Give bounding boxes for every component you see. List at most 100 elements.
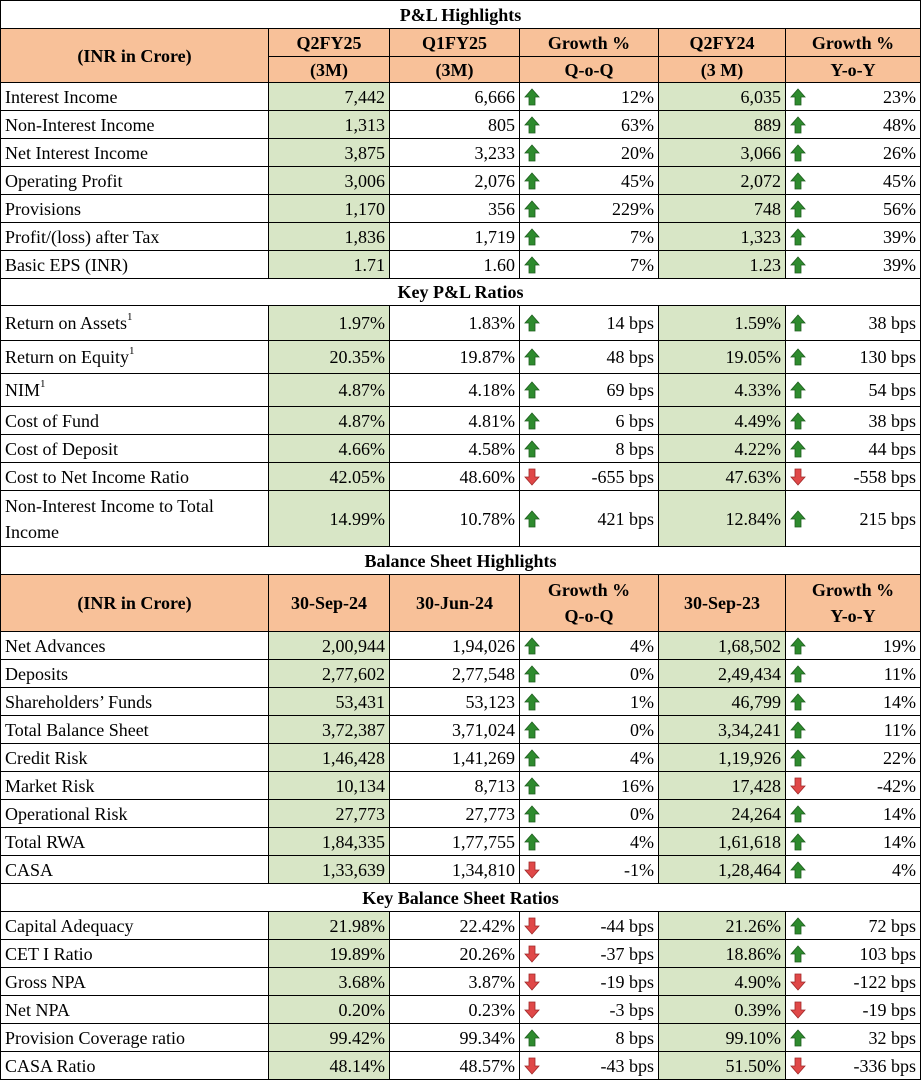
growth-yoy: -336 bps [784,1051,921,1080]
prior-quarter-value: 1,719 [389,222,520,251]
growth-yoy: 72 bps [784,911,921,940]
current-value: 7,442 [268,82,390,111]
column-header: 30-Jun-24 [389,574,520,632]
growth-yoy-value: 215 bps [859,508,917,529]
table-row: Interest Income 7,442 6,666 12% 6,035 23% [0,82,921,111]
arrow-up-icon [790,692,806,710]
prior-quarter-value: 3,233 [389,138,520,167]
growth-qoq-value: 0% [630,803,654,824]
growth-yoy-value: -558 bps [853,466,917,487]
growth-qoq: 0% [519,659,659,688]
growth-yoy: 56% [784,194,921,223]
growth-yoy: -19 bps [784,995,921,1024]
prior-quarter-value: 805 [389,110,520,139]
prior-quarter-value: 53,123 [389,687,520,716]
prior-year-value: 1,19,926 [658,743,786,772]
row-label-cell: Gross NPA [0,967,269,996]
arrow-up-icon [790,860,806,878]
growth-qoq: 4% [519,827,659,856]
column-header: Growth % [519,28,659,57]
arrow-up-icon [790,1028,806,1046]
prior-quarter-value: 1,34,810 [389,855,520,884]
row-label-cell: Deposits [0,659,269,688]
current-value: 1,84,335 [268,827,390,856]
current-value: 48.14% [268,1051,390,1080]
growth-qoq: 48 bps [519,340,659,374]
growth-qoq-value: 4% [630,747,654,768]
arrow-down-icon [790,777,806,795]
prior-year-value: 47.63% [658,462,786,491]
prior-year-value: 4.33% [658,373,786,407]
growth-qoq-value: 8 bps [615,438,654,459]
growth-qoq-value: 6 bps [615,410,654,431]
prior-quarter-value: 1,77,755 [389,827,520,856]
growth-yoy-value: 103 bps [859,943,917,964]
growth-qoq-value: 45% [621,170,654,191]
growth-yoy: 215 bps [784,490,921,547]
growth-yoy-value: 54 bps [868,380,917,400]
row-label: Gross NPA [5,971,86,992]
growth-qoq-value: 8 bps [615,1027,654,1048]
row-label-cell: Credit Risk [0,743,269,772]
arrow-up-icon [524,509,540,527]
growth-yoy: 39% [784,222,921,251]
row-label-cell: Cost of Fund [0,406,269,435]
growth-qoq-value: 7% [630,226,654,247]
arrow-up-icon [790,916,806,934]
prior-year-value: 4.90% [658,967,786,996]
prior-year-value: 46,799 [658,687,786,716]
row-label-cell: CASA Ratio [0,1051,269,1080]
table-row: Non-Interest Income 1,313 805 63% 889 48% [0,110,921,139]
prior-year-value: 1.23 [658,250,786,279]
growth-yoy: -122 bps [784,967,921,996]
row-label: Provision Coverage ratio [5,1027,185,1048]
growth-yoy: 22% [784,743,921,772]
row-label-cell: Market Risk [0,771,269,800]
prior-quarter-value: 27,773 [389,799,520,828]
row-label-cell: Provisions [0,194,269,223]
arrow-up-icon [524,143,540,161]
growth-yoy: -558 bps [784,462,921,491]
bs-ratios-title: Key Balance Sheet Ratios [0,883,921,912]
growth-yoy-value: 45% [883,170,917,191]
growth-yoy-value: 44 bps [868,438,917,459]
row-label-cell: NIM1 [0,373,269,407]
row-label-cell: Cost of Deposit [0,434,269,463]
prior-quarter-value: 20.26% [389,939,520,968]
prior-quarter-value: 48.57% [389,1051,520,1080]
current-value: 1.71 [268,250,390,279]
column-subheader: (3M) [268,56,390,83]
prior-year-value: 4.49% [658,406,786,435]
arrow-up-icon [524,1028,540,1046]
growth-qoq: 8 bps [519,434,659,463]
arrow-down-icon [790,1001,806,1019]
table-row: CASA 1,33,639 1,34,810 -1% 1,28,464 4% [0,855,921,884]
arrow-up-icon [790,944,806,962]
arrow-up-icon [524,776,540,794]
current-value: 3,006 [268,166,390,195]
prior-year-value: 6,035 [658,82,786,111]
row-label: NIM [5,380,40,400]
growth-yoy-value: 26% [883,142,917,163]
arrow-up-icon [524,720,540,738]
prior-quarter-value: 356 [389,194,520,223]
prior-year-value: 1,323 [658,222,786,251]
prior-year-value: 19.05% [658,340,786,374]
row-label: Return on Assets [5,313,128,333]
growth-yoy-value: 72 bps [868,915,917,936]
table-row: Return on Equity1 20.35% 19.87% 48 bps 19.05… [0,340,921,374]
row-label: CASA [5,859,54,880]
row-label-cell: Total Balance Sheet [0,715,269,744]
prior-year-value: 51.50% [658,1051,786,1080]
row-label: Basic EPS (INR) [5,254,128,275]
column-subheader: (3M) [389,56,520,83]
arrow-up-icon [524,748,540,766]
arrow-up-icon [524,227,540,245]
prior-year-value: 3,34,241 [658,715,786,744]
column-header-line: Growth % [811,580,895,600]
growth-qoq: -3 bps [519,995,659,1024]
growth-qoq-value: 69 bps [606,380,654,400]
growth-yoy-value: -122 bps [853,971,917,992]
growth-yoy-value: -42% [877,775,917,796]
current-value: 3,72,387 [268,715,390,744]
